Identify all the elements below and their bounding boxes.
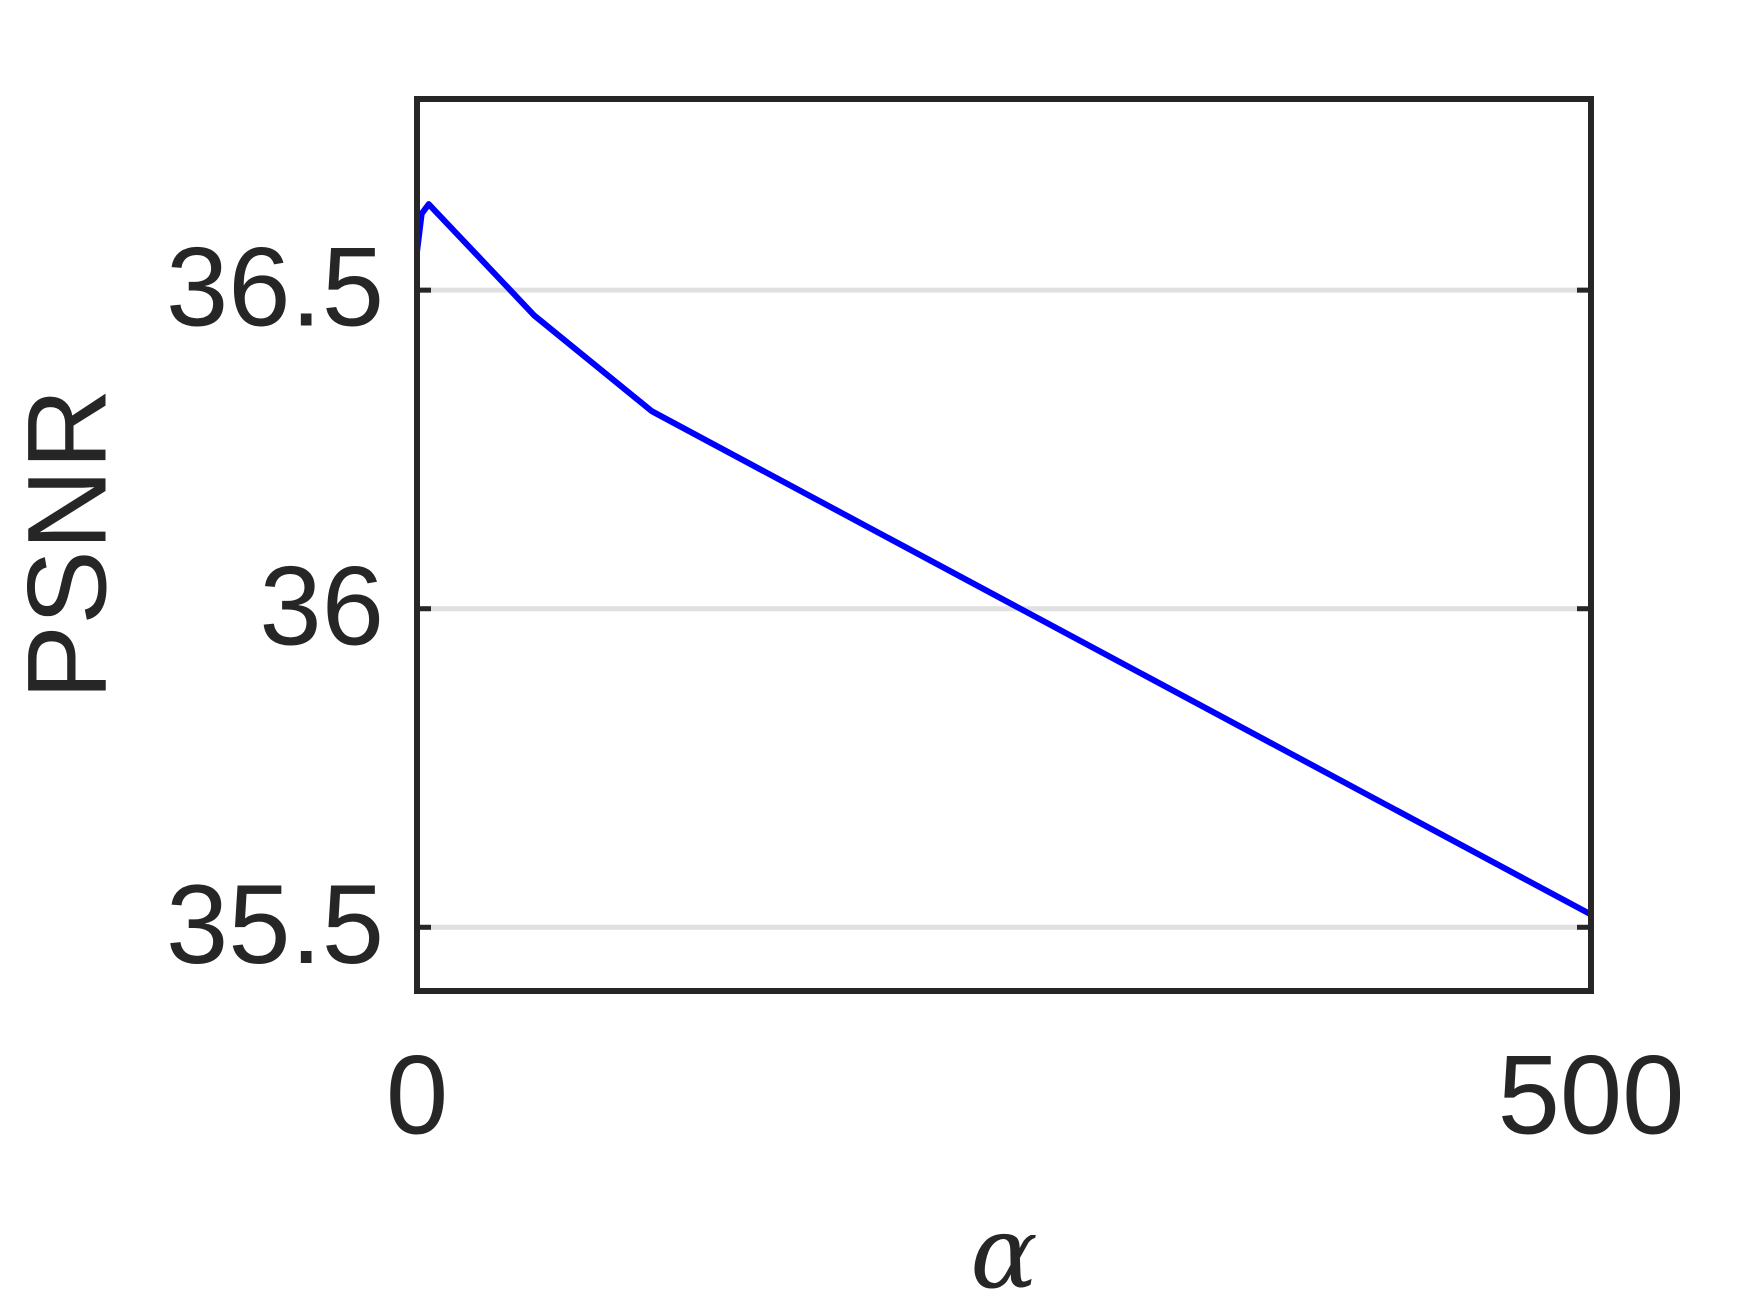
data-line (414, 201, 1593, 918)
x-tick-label: 500 (1498, 1033, 1685, 1158)
y-tick-label: 36.5 (166, 225, 384, 350)
plot-frame (414, 96, 1594, 994)
x-tick-label: 0 (386, 1033, 448, 1158)
y-axis-label: PSNR (5, 388, 130, 699)
y-tick-label: 36 (259, 543, 384, 668)
x-axis-label: α (970, 1195, 1038, 1312)
y-tick-label: 35.5 (166, 862, 384, 987)
